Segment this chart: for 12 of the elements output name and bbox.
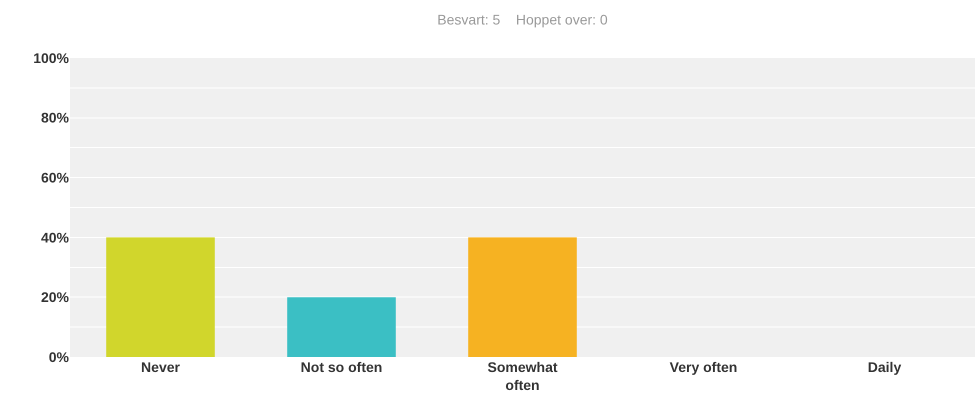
y-tick-label: 100% — [33, 50, 70, 66]
y-tick-label: 20% — [40, 289, 70, 306]
y-tick-label: 80% — [40, 110, 70, 126]
x-tick-label: Not so often — [300, 359, 382, 375]
x-tick-label: Somewhat often — [487, 359, 558, 394]
x-tick-label: Daily — [868, 359, 902, 375]
y-tick-label: 40% — [40, 229, 70, 246]
chart-title: Besvart: 5 Hoppet over: 0 — [437, 11, 608, 28]
x-tick-label: Never — [141, 359, 181, 375]
y-tick-label: 60% — [40, 170, 70, 186]
x-tick-label: Very often — [670, 359, 738, 375]
y-tick-label: 0% — [48, 348, 70, 365]
